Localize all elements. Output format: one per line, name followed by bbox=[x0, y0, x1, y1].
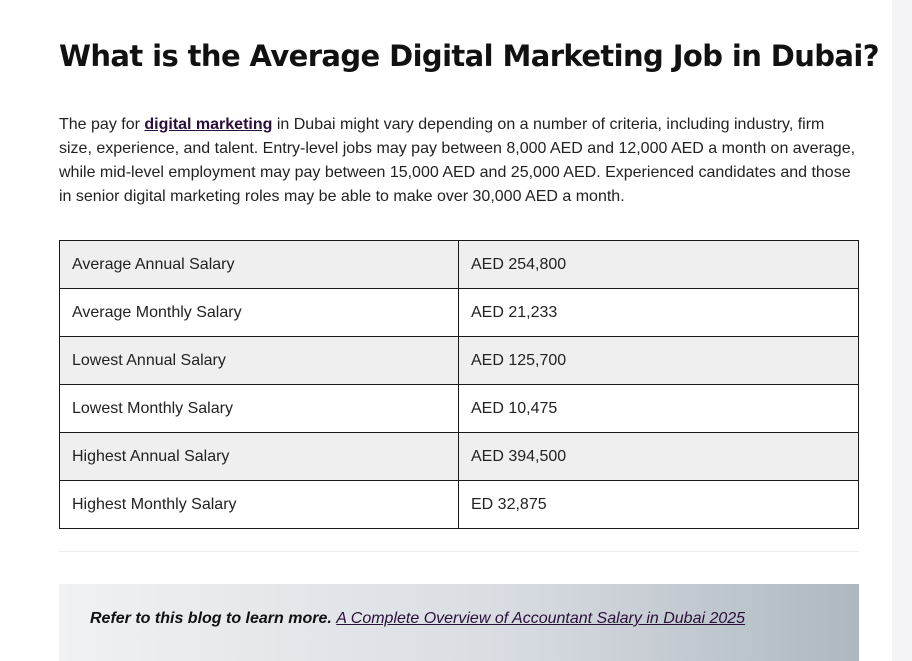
salary-table: Average Annual Salary AED 254,800 Averag… bbox=[59, 240, 859, 529]
section-divider bbox=[59, 551, 859, 552]
salary-label: Lowest Monthly Salary bbox=[59, 384, 459, 433]
table-row: Highest Annual Salary AED 394,500 bbox=[59, 432, 859, 481]
salary-value: ED 32,875 bbox=[458, 480, 859, 529]
digital-marketing-link[interactable]: digital marketing bbox=[144, 116, 273, 133]
salary-value: AED 394,500 bbox=[458, 432, 859, 481]
table-row: Highest Monthly Salary ED 32,875 bbox=[59, 480, 859, 529]
salary-label: Highest Annual Salary bbox=[59, 432, 459, 481]
callout-text: Refer to this blog to learn more. A Comp… bbox=[90, 610, 745, 628]
intro-text-start: The pay for bbox=[59, 116, 145, 133]
salary-label: Highest Monthly Salary bbox=[59, 480, 459, 529]
table-row: Average Monthly Salary AED 21,233 bbox=[59, 288, 859, 337]
salary-value: AED 125,700 bbox=[458, 336, 859, 385]
salary-label: Average Monthly Salary bbox=[59, 288, 459, 337]
table-row: Lowest Annual Salary AED 125,700 bbox=[59, 336, 859, 385]
salary-label: Lowest Annual Salary bbox=[59, 336, 459, 385]
table-row: Lowest Monthly Salary AED 10,475 bbox=[59, 384, 859, 433]
intro-text-rest: in Dubai might vary depending on a numbe… bbox=[59, 116, 856, 205]
callout-prefix: Refer to this blog to learn more. bbox=[90, 610, 337, 627]
accountant-salary-blog-link[interactable]: A Complete Overview of Accountant Salary… bbox=[336, 610, 746, 627]
intro-paragraph: The pay for digital marketing in Dubai m… bbox=[59, 113, 859, 209]
related-blog-callout: Refer to this blog to learn more. A Comp… bbox=[59, 584, 859, 661]
page-edge-strip bbox=[892, 0, 912, 661]
salary-value: AED 10,475 bbox=[458, 384, 859, 433]
table-row: Average Annual Salary AED 254,800 bbox=[59, 240, 859, 289]
salary-value: AED 21,233 bbox=[458, 288, 859, 337]
salary-label: Average Annual Salary bbox=[59, 240, 459, 289]
salary-value: AED 254,800 bbox=[458, 240, 859, 289]
article-title: What is the Average Digital Marketing Jo… bbox=[59, 39, 880, 73]
